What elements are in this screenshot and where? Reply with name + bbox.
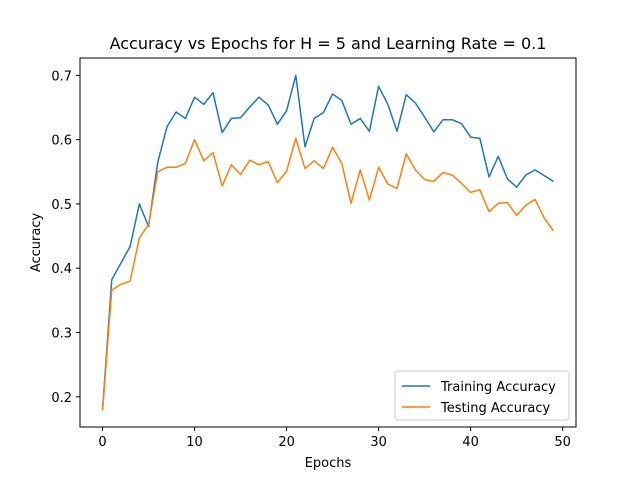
legend-box bbox=[394, 370, 570, 421]
y-tick-label: 0.4 bbox=[51, 262, 72, 277]
x-tick-label: 30 bbox=[370, 435, 387, 450]
chart-title: Accuracy vs Epochs for H = 5 and Learnin… bbox=[110, 34, 547, 53]
x-tick-label: 40 bbox=[462, 435, 479, 450]
legend: Training Accuracy Testing Accuracy bbox=[394, 370, 570, 421]
x-tick-label: 50 bbox=[554, 435, 571, 450]
y-tick-label: 0.6 bbox=[51, 134, 72, 149]
x-axis-label: Epochs bbox=[305, 456, 352, 471]
y-axis: 0.2 0.3 0.4 0.5 0.6 0.7 bbox=[51, 69, 80, 406]
plot-frame bbox=[79, 57, 577, 428]
series-line-training-accuracy bbox=[101, 74, 554, 410]
legend-label-training: Training Accuracy bbox=[440, 380, 556, 395]
legend-label-testing: Testing Accuracy bbox=[440, 401, 550, 416]
series-line-testing-accuracy bbox=[101, 137, 555, 411]
x-tick-label: 10 bbox=[186, 435, 203, 450]
x-tick-label: 20 bbox=[278, 435, 295, 450]
plot-lines bbox=[101, 74, 555, 411]
y-tick-label: 0.7 bbox=[51, 69, 72, 84]
x-axis: 0 10 20 30 40 50 bbox=[98, 427, 571, 450]
y-tick-label: 0.3 bbox=[51, 327, 72, 342]
y-axis-label: Accuracy bbox=[29, 213, 44, 273]
y-tick-label: 0.5 bbox=[51, 198, 72, 213]
x-tick-label: 0 bbox=[98, 435, 106, 450]
y-tick-label: 0.2 bbox=[51, 391, 72, 406]
